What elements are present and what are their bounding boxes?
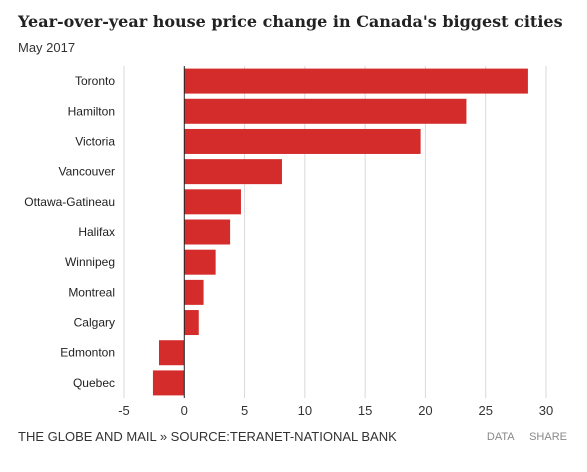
x-tick-label: -5 bbox=[118, 403, 130, 418]
category-label: Winnipeg bbox=[65, 255, 115, 269]
category-label: Toronto bbox=[75, 74, 115, 88]
bar-hamilton bbox=[184, 98, 467, 124]
x-tick-label: 30 bbox=[539, 403, 553, 418]
category-label: Edmonton bbox=[60, 346, 115, 360]
bar-halifax bbox=[184, 219, 231, 245]
category-label: Ottawa-Gatineau bbox=[24, 195, 115, 209]
bar-montreal bbox=[184, 279, 204, 305]
chart-subtitle: May 2017 bbox=[18, 40, 76, 55]
category-label: Vancouver bbox=[59, 165, 115, 179]
category-label: Hamilton bbox=[68, 104, 115, 118]
x-tick-label: 25 bbox=[478, 403, 492, 418]
chart-title: Year-over-year house price change in Can… bbox=[18, 12, 563, 31]
source-credit: THE GLOBE AND MAIL » SOURCE:TERANET-NATI… bbox=[18, 429, 397, 444]
share-link[interactable]: SHARE bbox=[529, 431, 567, 443]
bar-edmonton bbox=[158, 340, 185, 366]
x-tick-label: 20 bbox=[418, 403, 432, 418]
bar-quebec bbox=[152, 370, 185, 396]
x-tick-label: 5 bbox=[241, 403, 248, 418]
bar-winnipeg bbox=[184, 249, 216, 275]
category-label: Quebec bbox=[73, 376, 115, 390]
bar-vancouver bbox=[184, 159, 282, 185]
bar-victoria bbox=[184, 128, 421, 154]
bar-ottawa-gatineau bbox=[184, 189, 241, 215]
category-label: Montreal bbox=[68, 285, 115, 299]
x-tick-label: 10 bbox=[298, 403, 312, 418]
category-label: Calgary bbox=[74, 316, 115, 330]
x-tick-label: 15 bbox=[358, 403, 372, 418]
category-label: Halifax bbox=[78, 225, 115, 239]
bar-toronto bbox=[184, 68, 528, 94]
category-label: Victoria bbox=[75, 134, 115, 148]
data-link[interactable]: DATA bbox=[486, 431, 515, 443]
x-tick-label: 0 bbox=[181, 403, 188, 418]
bar-calgary bbox=[184, 310, 199, 336]
footer-links: DATA SHARE bbox=[475, 431, 567, 443]
